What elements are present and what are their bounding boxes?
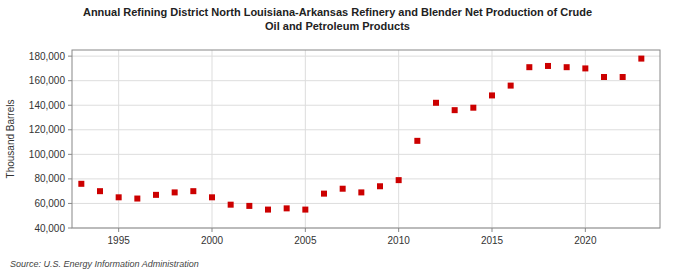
y-grid-line: [72, 154, 660, 155]
point: [433, 100, 439, 106]
x-grid-line: [212, 50, 213, 228]
point: [377, 183, 383, 189]
point: [228, 202, 234, 208]
y-tick: [68, 129, 72, 130]
x-tick-label: 2015: [481, 235, 504, 246]
y-grid-line: [72, 178, 660, 179]
point: [246, 203, 252, 209]
y-tick-label: 80,000: [34, 173, 65, 184]
point: [452, 107, 458, 113]
x-tick: [118, 228, 119, 232]
y-grid-line: [72, 203, 660, 204]
point: [620, 74, 626, 80]
x-tick: [305, 228, 306, 232]
x-tick-label: 1995: [108, 235, 131, 246]
point: [97, 188, 103, 194]
point: [414, 138, 420, 144]
x-tick-label: 2005: [294, 235, 317, 246]
point: [116, 194, 122, 200]
point: [78, 181, 84, 187]
x-tick-label: 2010: [388, 235, 411, 246]
y-grid-line: [72, 80, 660, 81]
y-tick-label: 40,000: [34, 223, 65, 234]
y-tick: [68, 203, 72, 204]
point: [396, 177, 402, 183]
points: [78, 56, 644, 213]
point: [134, 196, 140, 202]
point: [489, 92, 495, 98]
point: [601, 74, 607, 80]
title-line: Oil and Petroleum Products: [265, 20, 410, 32]
point: [545, 63, 551, 69]
x-tick: [398, 228, 399, 232]
x-tick-label: 2020: [574, 235, 597, 246]
title: Annual Refining District North Louisiana…: [83, 6, 592, 32]
point: [190, 188, 196, 194]
plot-frame: [72, 50, 660, 228]
y-axis-label: Thousand Barrels: [5, 100, 16, 179]
x-tick: [492, 228, 493, 232]
y-tick-label: 120,000: [29, 124, 66, 135]
source: Source: U.S. Energy Information Administ…: [10, 259, 199, 269]
point: [340, 186, 346, 192]
point: [508, 83, 514, 89]
x-grid-line: [585, 50, 586, 228]
y-tick: [68, 80, 72, 81]
x-grid-line: [398, 50, 399, 228]
point: [564, 64, 570, 70]
y-grid-line: [72, 105, 660, 106]
point: [638, 56, 644, 62]
x-grid-line: [305, 50, 306, 228]
y-tick-label: 160,000: [29, 75, 66, 86]
grid: [72, 50, 660, 228]
y-tick: [68, 154, 72, 155]
point: [265, 207, 271, 213]
x-tick: [212, 228, 213, 232]
y-tick: [68, 105, 72, 106]
point: [209, 194, 215, 200]
title-line: Annual Refining District North Louisiana…: [83, 6, 592, 18]
y-grid-line: [72, 129, 660, 130]
y-tick-label: 60,000: [34, 198, 65, 209]
point: [153, 192, 159, 198]
point: [284, 205, 290, 211]
y-tick: [68, 228, 72, 229]
y-tick: [68, 56, 72, 57]
point: [470, 105, 476, 111]
point: [526, 64, 532, 70]
x-tick: [585, 228, 586, 232]
y-tick-label: 100,000: [29, 149, 66, 160]
point: [302, 207, 308, 213]
point: [582, 65, 588, 71]
y-tick-label: 140,000: [29, 100, 66, 111]
x-tick-label: 2000: [201, 235, 224, 246]
point: [321, 191, 327, 197]
y-grid-line: [72, 56, 660, 57]
x-grid-line: [118, 50, 119, 228]
x-grid-line: [492, 50, 493, 228]
y-tick: [68, 178, 72, 179]
y-tick-label: 180,000: [29, 51, 66, 62]
point: [172, 189, 178, 195]
chart: Annual Refining District North Louisiana…: [0, 0, 675, 275]
point: [358, 189, 364, 195]
